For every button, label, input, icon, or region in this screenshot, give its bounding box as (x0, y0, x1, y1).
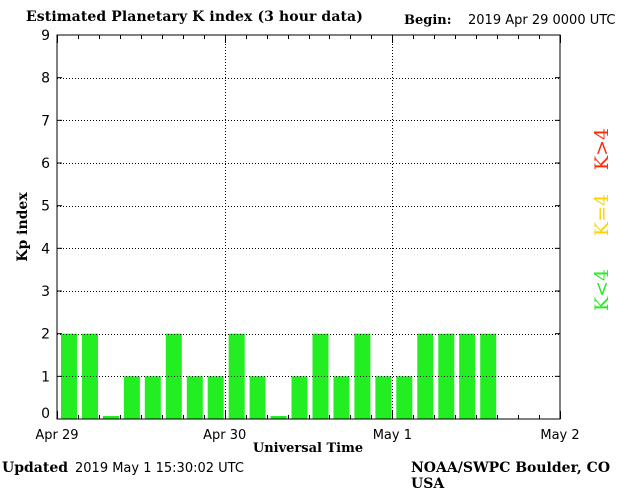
y-tick-label: 5 (41, 199, 50, 215)
chart-title: Estimated Planetary K index (3 hour data… (26, 9, 363, 25)
kp-chart: 0 1 2 3 4 5 6 7 8 9 Apr 29 Apr 30 May 1 May 2 Univer… (15, 28, 613, 456)
x-tick-label: Apr 30 (203, 428, 246, 443)
x-axis-label: Universal Time (253, 441, 363, 456)
kp-bar (165, 333, 182, 419)
updated-label: Updated (2, 460, 69, 476)
y-tick-label: 2 (41, 327, 50, 343)
begin-label: Begin: (404, 13, 452, 28)
begin-value: 2019 Apr 29 0000 UTC (468, 13, 616, 28)
kp-bar (207, 376, 224, 419)
x-tick-label: May 1 (373, 428, 412, 443)
kp-bar (144, 376, 161, 419)
y-axis-label: Kp index (15, 192, 31, 262)
kp-bar (459, 333, 476, 419)
y-tick-label: 4 (41, 241, 50, 257)
y-tick-label: 1 (41, 369, 50, 385)
legend-k-less-4: K<4 (591, 269, 613, 311)
grid-group (57, 35, 560, 419)
y-tick-label: 0 (41, 406, 50, 422)
kp-bar (396, 376, 413, 419)
legend-k-greater-4: K>4 (591, 128, 613, 170)
x-tick-label: May 2 (540, 428, 579, 443)
y-axis-ticks: 0 1 2 3 4 5 6 7 8 9 (41, 28, 560, 422)
y-tick-label: 6 (41, 156, 50, 172)
legend: K>4 K=4 K<4 (591, 128, 613, 311)
kp-bar (270, 416, 287, 419)
kp-bar (354, 333, 371, 419)
kp-bar (123, 376, 140, 419)
kp-bar (375, 376, 392, 419)
y-tick-label: 3 (41, 284, 50, 300)
legend-k-equal-4: K=4 (591, 194, 613, 236)
kp-bar (480, 333, 497, 419)
kp-bar (417, 333, 434, 419)
kp-bar (438, 333, 455, 419)
kp-bar (228, 333, 245, 419)
kp-bar (186, 376, 203, 419)
kp-bar (291, 376, 308, 419)
y-tick-label: 8 (41, 71, 50, 87)
x-tick-label: Apr 29 (35, 428, 78, 443)
y-tick-label: 9 (41, 28, 50, 44)
kp-bar (249, 376, 266, 419)
credit-text: NOAA/SWPC Boulder, CO USA (411, 460, 611, 492)
kp-bar (102, 416, 119, 419)
x-axis-ticks: Apr 29 Apr 30 May 1 May 2 (35, 35, 580, 443)
kp-bar (333, 376, 350, 419)
plot-frame (56, 34, 561, 420)
y-tick-label: 7 (41, 113, 50, 129)
kp-bar (312, 333, 329, 419)
updated-timestamp: 2019 May 1 15:30:02 UTC (75, 461, 244, 476)
